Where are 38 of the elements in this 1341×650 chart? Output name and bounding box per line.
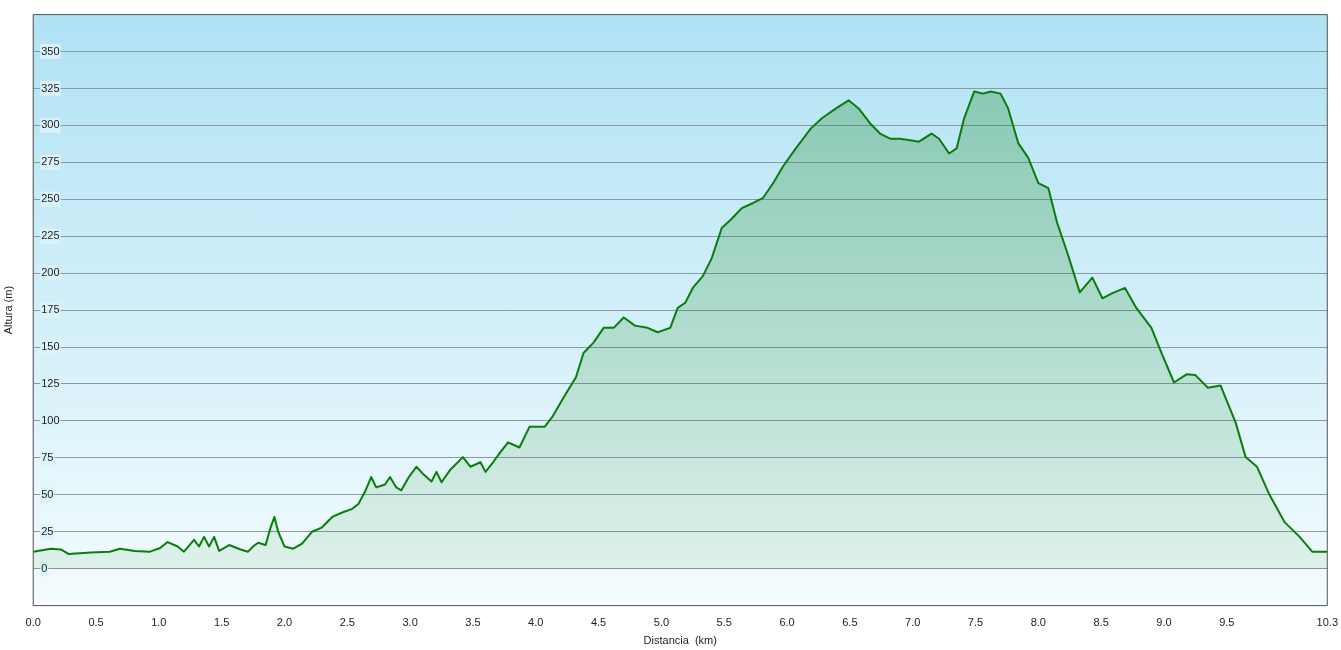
x-tick-label: 10.3	[1316, 616, 1339, 629]
y-tick-label: 75	[41, 450, 54, 463]
x-tick-label: 1.5	[214, 616, 230, 629]
y-tick-label: 275	[41, 155, 60, 168]
x-tick-label: 9.0	[1156, 616, 1172, 629]
y-tick-label: 25	[41, 524, 54, 537]
x-tick-label: 2.5	[339, 616, 355, 629]
x-tick-label: 5.5	[716, 616, 732, 629]
x-tick-label: 6.5	[842, 616, 858, 629]
y-tick-label: 350	[41, 44, 60, 57]
x-tick-label: 2.0	[276, 616, 293, 629]
x-tick-label: 4.0	[528, 616, 544, 629]
x-tick-label: 5.0	[653, 616, 670, 629]
x-tick-label: 1.0	[151, 616, 167, 629]
y-tick-label: 325	[41, 81, 60, 94]
x-tick-label: 9.5	[1219, 616, 1235, 629]
y-axis-title: Altura (m)	[1, 285, 14, 335]
y-tick-label: 100	[41, 413, 60, 426]
y-tick-label: 200	[41, 266, 60, 279]
x-tick-label: 3.0	[402, 616, 418, 629]
y-tick-label: 0	[41, 561, 48, 574]
y-tick-label: 250	[41, 192, 60, 205]
x-axis-title: Distancia (km)	[643, 634, 717, 647]
y-tick-label: 150	[41, 340, 60, 353]
x-tick-label: 0.5	[88, 616, 104, 629]
x-tick-label: 6.0	[779, 616, 795, 629]
y-tick-label: 175	[41, 303, 60, 316]
x-tick-label: 7.5	[967, 616, 984, 629]
x-tick-label: 0.0	[25, 616, 41, 629]
y-tick-label: 225	[41, 229, 60, 242]
x-tick-label: 3.5	[465, 616, 481, 629]
y-tick-label: 300	[41, 118, 60, 131]
y-tick-label: 50	[41, 487, 54, 500]
x-tick-label: 4.5	[590, 616, 607, 629]
x-tick-label: 7.0	[905, 616, 921, 629]
y-tick-label: 125	[41, 377, 60, 390]
x-tick-label: 8.5	[1093, 616, 1109, 629]
x-tick-label: 8.0	[1030, 616, 1046, 629]
